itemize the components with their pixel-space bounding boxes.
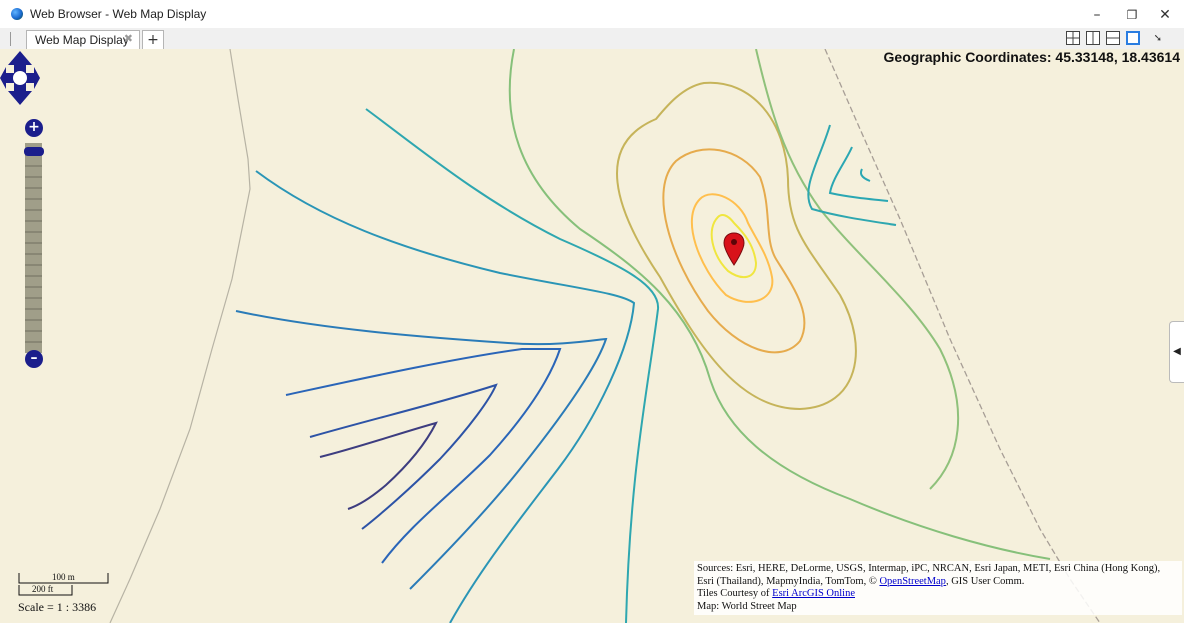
attribution-sources: Sources: Esri, HERE, DeLorme, USGS, Inte… [697,563,1179,588]
contour-inner [690,193,774,303]
contour-lines [235,49,1051,623]
horizontal-split-icon[interactable] [1106,31,1120,45]
contour-center [710,214,758,279]
zoom-slider-handle[interactable] [24,147,44,156]
attribution-tiles: Tiles Courtesy of Esri ArcGIS Online [697,588,1179,601]
zoom-in-button[interactable]: + [25,119,43,137]
contour-ne-1 [807,124,897,226]
contour-mid [662,148,806,354]
layout-toolbar: ➘ [1066,31,1166,47]
vertical-split-icon[interactable] [1086,31,1100,45]
contour-teal-mid [255,170,636,623]
minimize-button[interactable]: – [1093,7,1101,23]
chevron-down-icon[interactable]: ➘ [1153,33,1162,44]
tab-divider [10,32,11,46]
close-button[interactable]: ✕ [1159,7,1171,23]
scale-metric-label: 100 m [52,572,75,582]
contour-ne-2 [828,146,889,202]
tab-close-icon[interactable]: ✖ [123,33,133,45]
tiles-text: Tiles Courtesy of [697,588,773,599]
tab-bar: Web Map Display ✖ + ➘ [0,28,1184,50]
railway-left [109,49,251,623]
map-layer [109,49,1101,623]
window-title: Web Browser - Web Map Display [30,7,207,21]
sources-suffix: , GIS User Comm. [945,575,1025,587]
geographic-coordinates-readout: Geographic Coordinates: 45.33148, 18.436… [883,49,1180,65]
sources-text: Sources: Esri, HERE, DeLorme, USGS, Inte… [697,563,1161,587]
side-panel-toggle[interactable]: ◀ [1169,321,1184,383]
railway-right [824,49,1101,623]
single-layout-icon[interactable] [1126,31,1140,45]
contour-green-2 [508,49,1051,560]
contour-teal-upper [365,108,660,623]
location-pin-icon[interactable] [723,232,745,266]
contour-outer [616,81,857,411]
grid-layout-icon[interactable] [1066,31,1080,45]
esri-arcgis-online-link[interactable]: Esri ArcGIS Online [772,588,855,599]
restore-button[interactable]: ❐ [1126,8,1138,22]
contour-ne-3 [860,168,871,182]
contour-green-1 [755,49,960,490]
scale-imperial-label: 200 ft [32,584,54,594]
globe-icon [11,8,23,20]
title-bar: Web Browser - Web Map Display – ❐ ✕ [0,0,1184,28]
contour-blue-1 [235,310,608,590]
zoom-out-button[interactable]: – [25,350,43,368]
pan-control-icon[interactable] [0,49,40,107]
contour-blue-2 [285,347,562,564]
contour-navy [319,421,438,510]
scale-ratio: Scale = 1 : 3386 [18,600,97,614]
tab-label: Web Map Display [35,33,129,47]
zoom-slider-track[interactable] [25,143,42,353]
map-attribution: Sources: Esri, HERE, DeLorme, USGS, Inte… [694,561,1182,615]
map-canvas[interactable]: Geographic Coordinates: 45.33148, 18.436… [0,49,1184,623]
contour-blue-3 [309,383,498,530]
add-tab-button[interactable]: + [142,30,164,50]
attribution-map-name: Map: World Street Map [697,600,797,612]
tab-web-map-display[interactable]: Web Map Display ✖ [26,30,140,50]
openstreetmap-link[interactable]: OpenStreetMap [879,575,946,587]
